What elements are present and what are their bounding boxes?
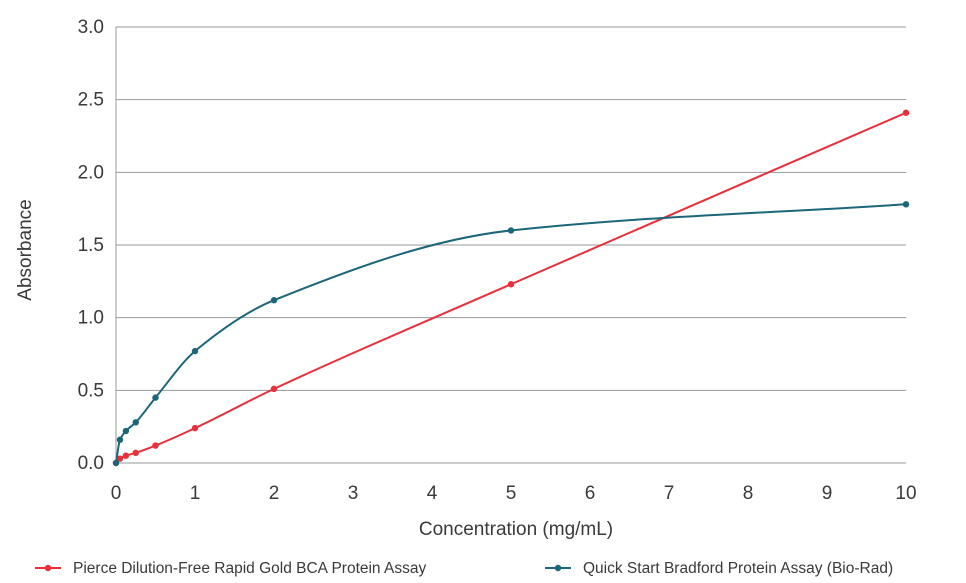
data-point bbox=[116, 436, 124, 443]
data-point bbox=[507, 227, 515, 234]
x-tick-label: 6 bbox=[585, 483, 596, 504]
data-point bbox=[132, 419, 139, 426]
x-tick-label: 4 bbox=[427, 483, 438, 504]
series-layer bbox=[112, 109, 910, 467]
data-point bbox=[132, 449, 139, 457]
x-tick-label: 8 bbox=[743, 483, 754, 504]
grid bbox=[116, 26, 906, 391]
legend-swatch-marker bbox=[554, 564, 562, 572]
legend-item: Quick Start Bradford Protein Assay (Bio-… bbox=[545, 560, 893, 577]
y-tick-label: 1.5 bbox=[78, 235, 104, 256]
data-point bbox=[507, 281, 515, 288]
tick-layer: 0.0 0.5 1.0 1.5 2.0 2.5 3.0 0 1 2 3 4 5 6 7 8 9 10 bbox=[78, 17, 917, 504]
data-point bbox=[122, 427, 130, 435]
legend: Pierce Dilution-Free Rapid Gold BCA Prot… bbox=[35, 560, 893, 577]
data-point bbox=[122, 452, 130, 459]
data-point bbox=[902, 201, 910, 208]
series-1 bbox=[112, 201, 910, 467]
legend-label: Pierce Dilution-Free Rapid Gold BCA Prot… bbox=[73, 560, 426, 577]
y-tick-label: 2.5 bbox=[78, 90, 104, 111]
x-tick-label: 7 bbox=[664, 483, 675, 504]
y-tick-label: 2.0 bbox=[78, 162, 104, 183]
y-tick-label: 0.5 bbox=[78, 380, 104, 401]
x-tick-label: 9 bbox=[822, 483, 833, 504]
legend-swatch-marker bbox=[44, 564, 52, 572]
y-tick-label: 1.0 bbox=[78, 308, 104, 329]
y-tick-label: 3.0 bbox=[78, 17, 104, 38]
data-point bbox=[270, 297, 278, 304]
x-tick-label: 10 bbox=[895, 483, 916, 504]
x-tick-label: 1 bbox=[190, 483, 201, 504]
legend-item: Pierce Dilution-Free Rapid Gold BCA Prot… bbox=[35, 560, 426, 577]
x-tick-label: 5 bbox=[506, 483, 517, 504]
data-point bbox=[112, 459, 120, 467]
data-point bbox=[152, 442, 159, 449]
legend-label: Quick Start Bradford Protein Assay (Bio-… bbox=[583, 560, 893, 577]
data-point bbox=[116, 455, 124, 462]
data-point bbox=[270, 385, 278, 393]
x-tick-label: 0 bbox=[111, 483, 122, 504]
x-tick-label: 2 bbox=[269, 483, 280, 504]
y-axis-label: Absorbance bbox=[15, 199, 36, 300]
data-point bbox=[191, 347, 199, 355]
data-point bbox=[902, 109, 910, 116]
series-0 bbox=[112, 109, 910, 467]
axes bbox=[115, 27, 906, 464]
x-axis-label: Concentration (mg/mL) bbox=[419, 519, 613, 540]
series-line bbox=[115, 203, 907, 464]
data-point bbox=[191, 424, 199, 432]
series-line bbox=[115, 111, 907, 464]
y-tick-label: 0.0 bbox=[78, 453, 104, 474]
x-tick-label: 3 bbox=[348, 483, 359, 504]
data-point bbox=[152, 394, 159, 401]
